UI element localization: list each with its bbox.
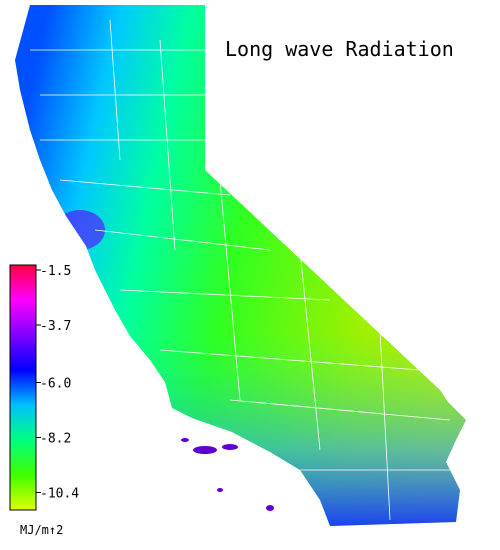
colorbar: -1.5 -3.7 -6.0 -8.2 -10.4 MJ/m↑2 <box>9 264 79 537</box>
islands <box>181 438 274 511</box>
colorbar-fill <box>9 264 37 511</box>
colorbar-unit: MJ/m↑2 <box>20 523 63 537</box>
colorbar-tick-label: -3.7 <box>40 319 71 334</box>
county-lines <box>30 19 455 521</box>
colorbar-tick-label: -10.4 <box>40 487 79 502</box>
colorbar-tick-label: -8.2 <box>40 432 71 447</box>
colorbar-tick-label: -6.0 <box>40 377 71 392</box>
california-map <box>15 5 466 526</box>
map-title: Long wave Radiation <box>225 37 454 61</box>
colorbar-tick-label: -1.5 <box>40 264 71 279</box>
